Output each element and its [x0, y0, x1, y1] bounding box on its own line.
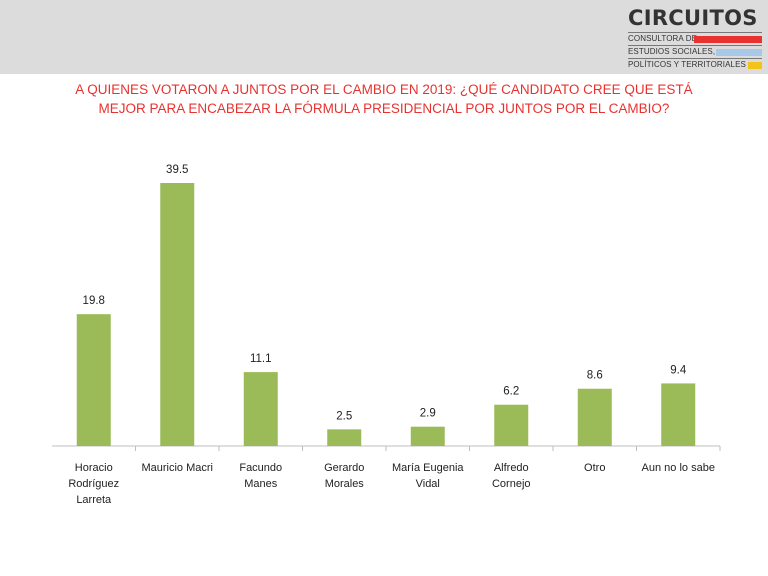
bar-5 [494, 404, 529, 446]
data-label-6: 8.6 [587, 370, 603, 382]
logo-line-2-text: ESTUDIOS SOCIALES, [628, 47, 716, 56]
category-label-0: Horacio Rodríguez Larreta [68, 462, 120, 506]
category-label-3: Gerardo Morales [324, 462, 365, 490]
logo-line-1: CONSULTORA DE [628, 32, 762, 46]
bar-7 [661, 383, 696, 446]
header-band [0, 0, 768, 74]
category-label-2: Facundo Manes [239, 462, 283, 490]
data-label-3: 2.5 [336, 410, 352, 422]
logo-name: CIRCUITOS [628, 6, 758, 30]
logo-line-3: POLÍTICOS Y TERRITORIALES [628, 58, 762, 72]
logo-yellow-bar [748, 62, 762, 69]
category-label-7: Aun no lo sabe [641, 462, 715, 474]
logo-red-bar [694, 36, 762, 43]
category-label-5: Alfredo Cornejo [491, 462, 531, 490]
category-label-6: Otro [584, 462, 606, 474]
data-label-4: 2.9 [420, 408, 436, 420]
logo-line-1-text: CONSULTORA DE [628, 34, 698, 43]
data-label-1: 39.5 [166, 164, 188, 176]
data-label-2: 11.1 [250, 353, 272, 365]
logo-line-2: ESTUDIOS SOCIALES, [628, 45, 762, 59]
logo-blue-bar [716, 49, 762, 56]
data-label-5: 6.2 [503, 386, 519, 398]
bar-3 [327, 429, 362, 446]
category-label-4: María Eugenia Vidal [391, 462, 464, 490]
bar-1 [160, 183, 195, 446]
data-label-7: 9.4 [670, 364, 687, 376]
data-label-0: 19.8 [83, 295, 105, 307]
circuitos-logo: CIRCUITOS CONSULTORA DE ESTUDIOS SOCIALE… [628, 6, 762, 72]
chart-title-line-1: A QUIENES VOTARON A JUNTOS POR EL CAMBIO… [75, 82, 693, 97]
logo-line-3-text: POLÍTICOS Y TERRITORIALES [628, 60, 746, 69]
bar-2 [243, 372, 278, 446]
category-label-1: Mauricio Macri [141, 462, 213, 474]
bar-4 [410, 426, 445, 446]
chart-title: A QUIENES VOTARON A JUNTOS POR EL CAMBIO… [20, 80, 748, 118]
bar-6 [577, 388, 612, 446]
bar-0 [76, 314, 111, 446]
chart-title-line-2: MEJOR PARA ENCABEZAR LA FÓRMULA PRESIDEN… [98, 101, 670, 116]
